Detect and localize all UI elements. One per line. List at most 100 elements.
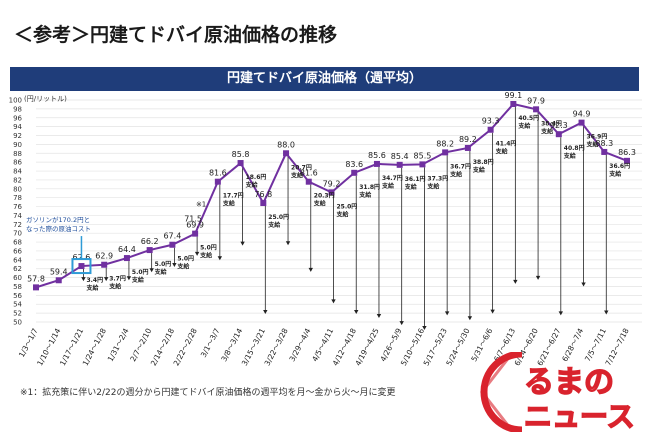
x-tick-label: 4/5～4/11 [310,327,335,364]
x-tick-label: 3/1～3/7 [199,327,222,359]
y-tick-label: 80 [13,185,22,193]
subsidy-suffix-label: 支給 [222,200,236,208]
subsidy-suffix-label: 支給 [199,252,213,260]
subsidy-suffix-label: 支給 [108,283,122,291]
price-point [578,119,585,126]
price-point [487,126,494,133]
y-tick-label: 82 [13,176,22,184]
subsidy-arrowhead [376,314,382,319]
value-label: 66.2 [141,237,159,246]
subsidy-suffix-label: 支給 [586,141,600,149]
value-label: 88.2 [436,139,454,148]
logo-line2: ニュース [524,400,635,432]
value-label: 88.0 [277,140,295,149]
y-tick-label: 92 [13,132,22,140]
y-axis: 5052545658606264666870727476788082848688… [9,95,67,327]
subsidy-arrowhead [354,310,359,315]
x-tick-label: 4/26～5/9 [378,327,403,364]
price-point [624,157,630,164]
value-label: 97.9 [527,96,545,105]
price-point [396,161,403,168]
price-point [78,263,85,270]
subsidy-suffix-label: 支給 [495,148,509,156]
value-label: 76.8 [254,190,272,199]
subsidy-arrowhead [240,241,245,246]
price-point [192,230,199,237]
subsidy-arrowhead [581,282,586,287]
subsidy-arrowhead [263,310,268,315]
subsidy-amount-label: 36.9円 [587,134,608,141]
x-tick-label: 1/3～1/7 [17,327,40,359]
price-point [237,160,244,167]
price-point [328,189,335,196]
subsidy-amount-label: 36.6円 [609,163,630,170]
y-axis-label: (円/リットル) [24,95,67,103]
subsidy-arrowhead [103,277,109,282]
subsidy-arrowhead [604,310,609,315]
subsidy-suffix-label: 支給 [267,221,281,229]
price-point [123,255,130,262]
y-tick-label: 54 [13,301,22,309]
subsidy-amount-label: 20.3円 [314,193,335,200]
value-label: 69.9 [186,221,204,230]
subsidy-arrowhead [444,311,450,316]
subsidy-amount-label: 36.7円 [450,163,471,170]
value-label: 81.6 [209,169,227,178]
subsidy-suffix-label: 支給 [313,200,327,208]
subsidy-amount-label: 31.8円 [359,184,380,191]
x-tick-label: 2/7～2/10 [128,327,153,364]
y-tick-label: 66 [13,247,22,255]
grid-lines [36,99,642,323]
x-tick-label: 3/29～4/4 [287,327,312,364]
y-tick-label: 64 [13,256,22,264]
price-point [283,150,290,157]
subsidy-suffix-label: 支給 [404,183,418,191]
price-point [260,200,267,207]
subsidy-suffix-label: 支給 [517,122,531,130]
value-label: 85.8 [232,150,250,159]
subsidy-suffix-label: 支給 [131,276,145,284]
subsidy-suffix-label: 支給 [381,182,395,190]
y-tick-label: 76 [13,203,22,211]
subsidy-amount-label: 38.8円 [473,159,494,166]
price-point [146,247,153,254]
subsidy-arrowhead [467,316,473,321]
subsidy-arrowhead [513,279,518,284]
subsidy-amount-label: 36.1円 [405,176,426,183]
y-tick-label: 78 [13,194,22,202]
price-point [601,148,608,155]
y-tick-label: 72 [13,221,22,229]
subsidy-amount-label: 3.7円 [109,276,126,283]
price-point [351,169,358,176]
subsidy-suffix-label: 支給 [608,170,622,178]
kuruma-news-logo: るまの ニュース [480,352,635,432]
subsidy-amount-label: 5.0円 [132,269,149,276]
subsidy-arrowhead [285,241,291,246]
subsidy-arrowhead [126,276,132,281]
value-label: 85.6 [368,151,386,160]
value-label: 85.5 [414,151,432,160]
y-tick-label: 88 [13,150,22,158]
value-label: 67.4 [163,232,181,241]
y-tick-label: 90 [13,141,22,149]
price-point [33,284,39,291]
subsidy-arrowhead [81,277,86,282]
value-label: 86.3 [618,148,636,157]
price-point [373,160,380,167]
price-line [33,100,630,291]
value-label: 92.3 [550,121,568,130]
subsidy-arrowhead [331,299,336,304]
logo-line1: るまの [524,365,614,400]
subsidy-amount-label: 20.7円 [291,164,312,171]
data-labels: 3.4円支給3.7円支給5.0円支給5.0円支給5.0円支給5.0円支給17.7… [26,92,636,292]
subsidy-suffix-label: 支給 [154,268,168,276]
price-point [55,277,62,284]
y-tick-label: 100 [9,97,22,105]
price-point [214,178,221,185]
value-label: 59.4 [50,267,68,276]
subsidy-suffix-label: 支給 [176,263,190,271]
x-tick-label: 3/8～3/14 [219,327,244,364]
subsidy-suffix-label: 支給 [563,152,577,160]
price-point [305,178,312,185]
value-label: 99.1 [504,92,522,100]
